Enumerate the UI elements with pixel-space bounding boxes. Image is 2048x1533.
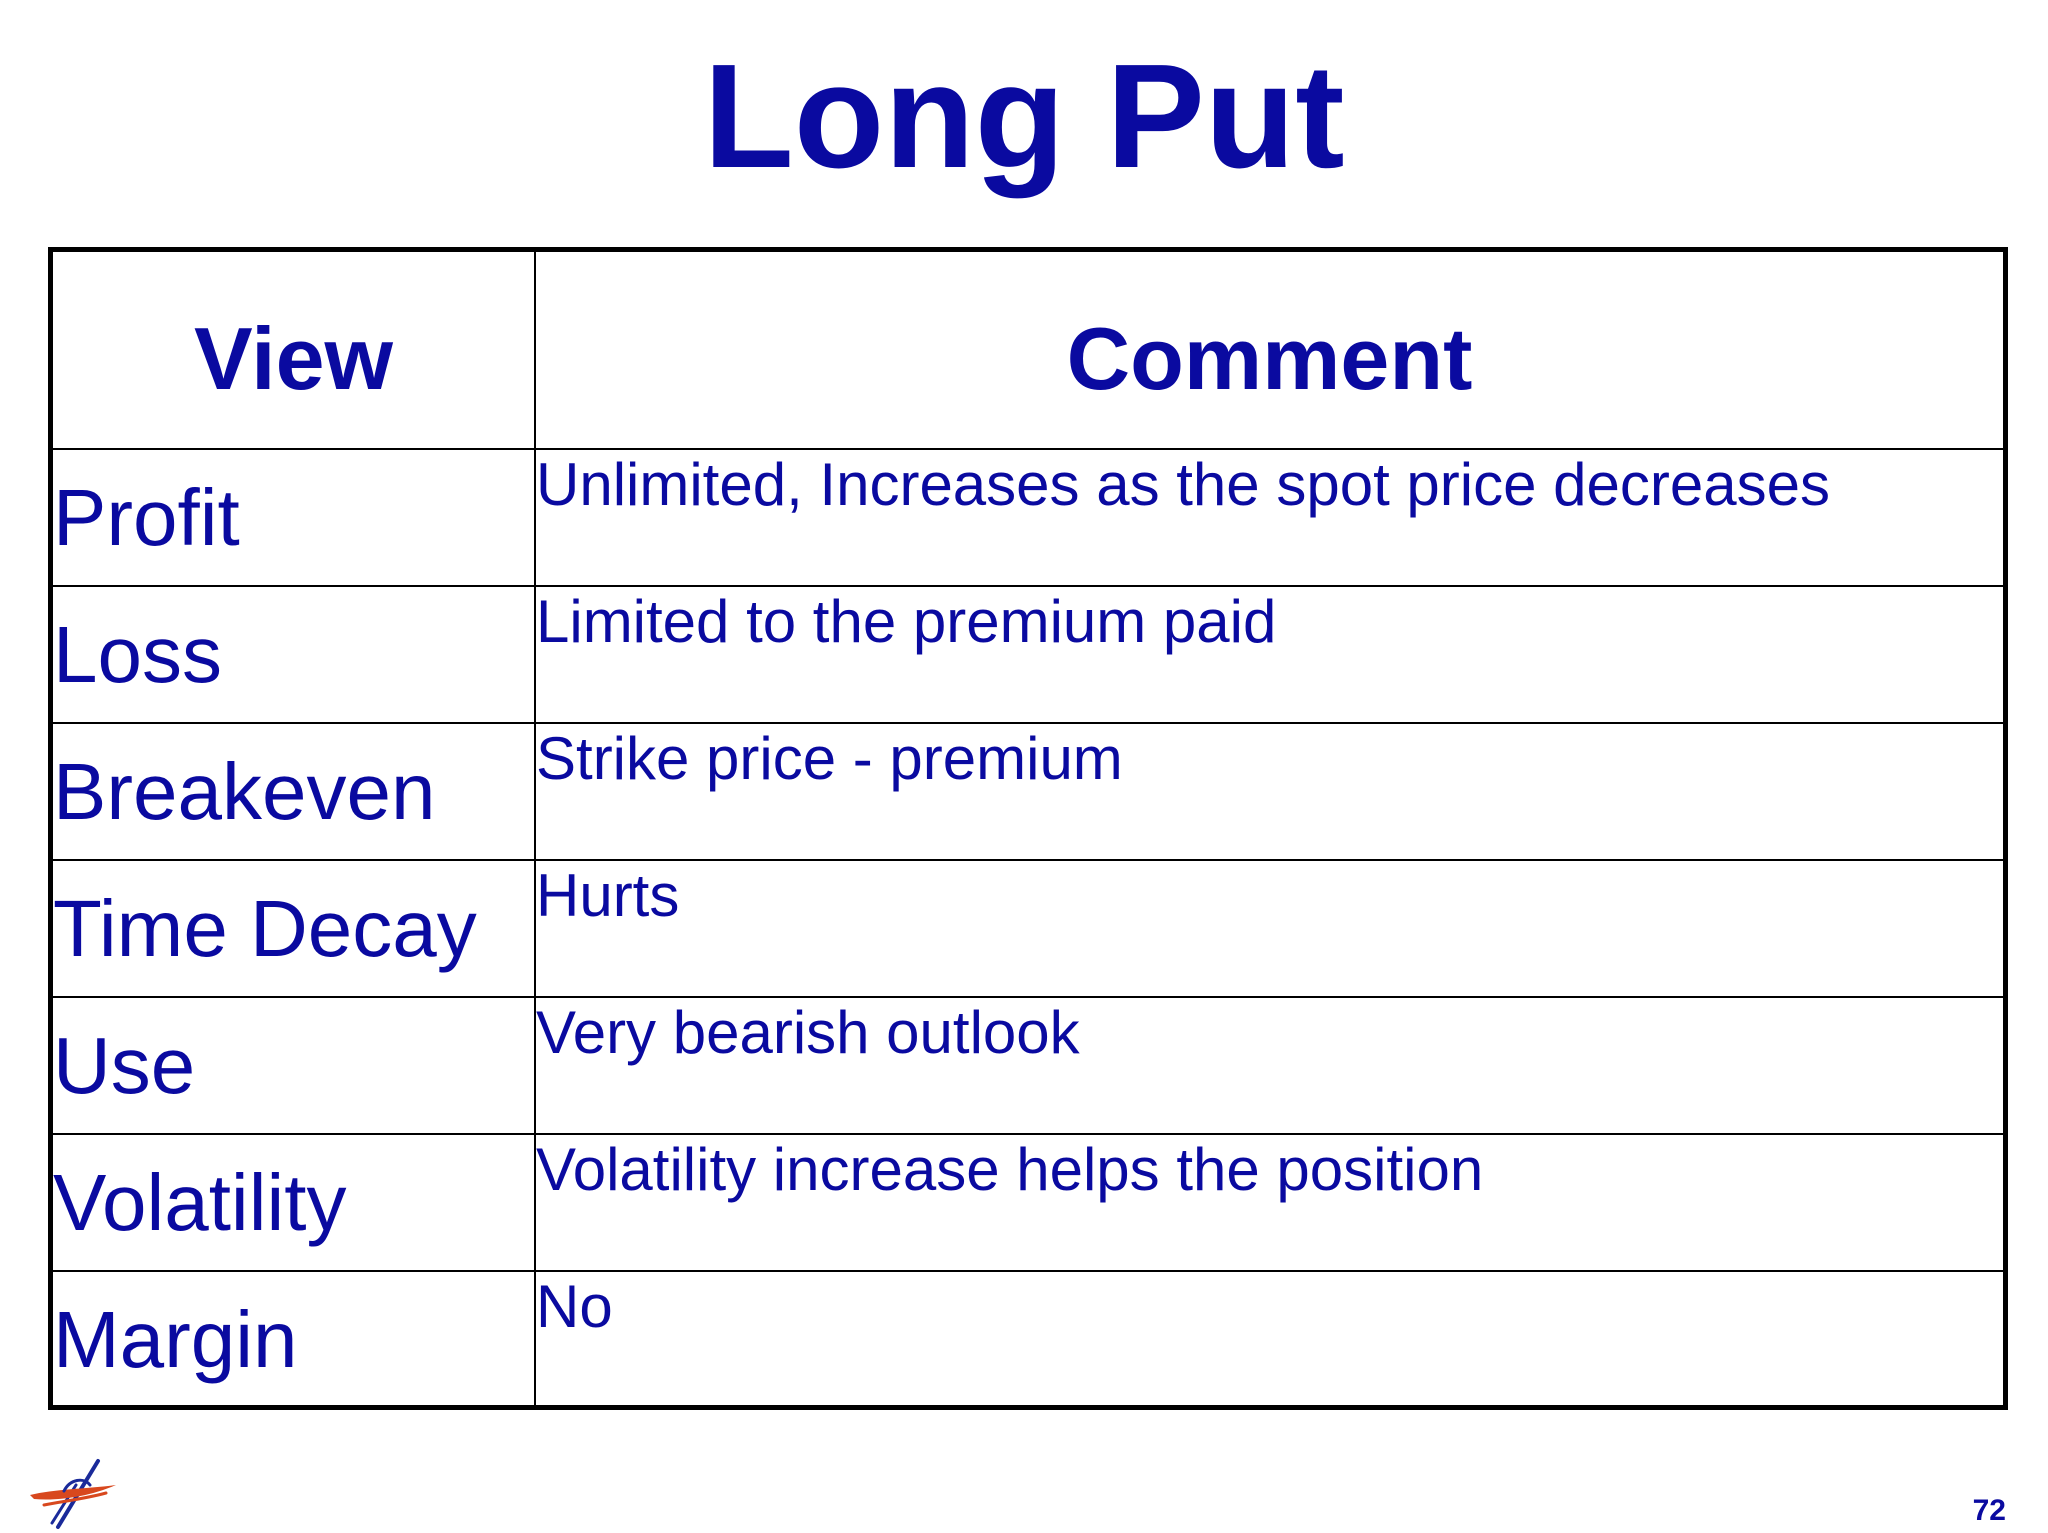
view-cell: Profit	[53, 448, 536, 587]
view-cell: Use	[53, 996, 536, 1135]
compass-star-logo-icon	[30, 1459, 116, 1529]
view-column-header: View	[53, 252, 536, 450]
view-cell: Loss	[53, 585, 536, 724]
table-row: Time Decay Hurts	[53, 859, 2003, 998]
strategy-table: View Comment Profit Unlimited, Increases…	[48, 247, 2008, 1410]
view-cell: Volatility	[53, 1133, 536, 1272]
slide-title: Long Put	[703, 34, 1345, 199]
table-header-row: View Comment	[53, 252, 2003, 450]
comment-cell: Strike price - premium	[534, 722, 2003, 861]
comment-cell: Hurts	[534, 859, 2003, 998]
view-cell: Margin	[53, 1270, 536, 1408]
comment-cell: Volatility increase helps the position	[534, 1133, 2003, 1272]
view-cell: Time Decay	[53, 859, 536, 998]
comment-cell: Unlimited, Increases as the spot price d…	[534, 448, 2003, 587]
view-cell: Breakeven	[53, 722, 536, 861]
comment-cell: Limited to the premium paid	[534, 585, 2003, 724]
comment-cell: No	[534, 1270, 2003, 1408]
table-row: Use Very bearish outlook	[53, 996, 2003, 1135]
table-row: Breakeven Strike price - premium	[53, 722, 2003, 861]
comment-column-header: Comment	[534, 252, 2003, 450]
page-number: 72	[1972, 1494, 2006, 1527]
table-row: Profit Unlimited, Increases as the spot …	[53, 448, 2003, 587]
table-row: Volatility Volatility increase helps the…	[53, 1133, 2003, 1272]
comment-cell: Very bearish outlook	[534, 996, 2003, 1135]
table-row: Loss Limited to the premium paid	[53, 585, 2003, 724]
table-row: Margin No	[53, 1270, 2003, 1408]
